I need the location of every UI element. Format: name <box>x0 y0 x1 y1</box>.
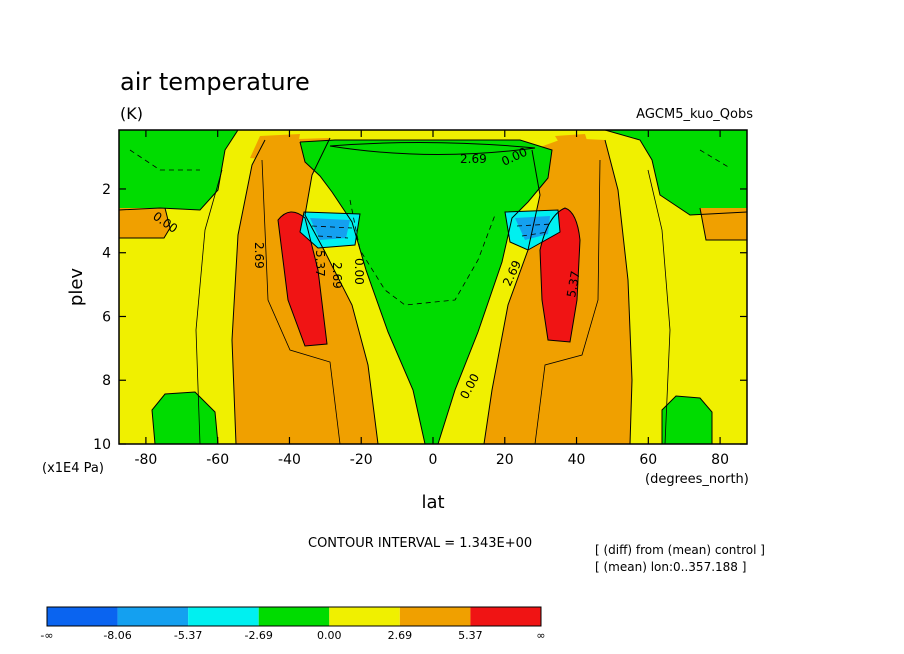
colorbar-swatch <box>47 607 118 626</box>
contour-label: 5.37 <box>564 270 582 299</box>
contour-line <box>699 207 747 241</box>
contour-line <box>483 149 541 444</box>
contour-field: 2.69 0.00 0.00 2.69 5.37 2.69 0.00 0.00 … <box>119 130 747 444</box>
contour-line <box>661 395 713 444</box>
band-edge-left <box>119 208 170 238</box>
x-tick-label: -40 <box>278 452 301 468</box>
contour-line <box>604 139 633 444</box>
y-axis: 2 4 6 8 10 <box>93 182 747 453</box>
x-tick-label: -20 <box>350 452 373 468</box>
x-tick-label: -80 <box>134 452 157 468</box>
contour-label: 2.69 <box>460 152 487 166</box>
colorbar-label: -2.69 <box>244 629 272 642</box>
band-orange-top-right <box>555 134 590 160</box>
y-tick-label: 2 <box>102 182 111 198</box>
contour-line <box>534 159 601 444</box>
contour-line <box>604 130 747 216</box>
y-tick-label: 8 <box>102 373 111 389</box>
band-red-right <box>540 208 580 342</box>
band-green-bottom-right <box>662 396 712 444</box>
contour-line <box>299 141 426 444</box>
colorbar-swatch <box>399 607 471 626</box>
x-tick-label: 20 <box>496 452 514 468</box>
colorbar-label: 5.37 <box>458 629 483 642</box>
contour-label: 2.69 <box>330 262 344 289</box>
colorbar-swatch <box>470 607 541 626</box>
contour-line <box>119 207 171 239</box>
negative-contour-line <box>699 149 731 169</box>
mean-note: [ (mean) lon:0..357.188 ] <box>595 560 746 574</box>
negative-contour-line <box>129 149 200 171</box>
contour-label: 5.37 <box>313 250 327 277</box>
band-orange-top-left <box>250 134 300 160</box>
dataset-label: AGCM5_kuo_Qobs <box>636 107 753 122</box>
contour-line <box>119 130 239 211</box>
x-tick-label: -60 <box>206 452 229 468</box>
band-red-left <box>278 211 327 346</box>
contour-line <box>299 139 553 444</box>
colorbar-swatch <box>117 607 189 626</box>
band-blue-left <box>310 218 350 240</box>
contour-line <box>195 169 223 444</box>
y-unit-label: (x1E4 Pa) <box>42 461 104 476</box>
colorbar-swatch <box>329 607 400 626</box>
contour-label: 0.00 <box>352 258 366 285</box>
band-green-bottom-left <box>152 392 218 444</box>
contour-line <box>231 139 266 444</box>
colorbar-frame <box>46 606 542 627</box>
contour-label: 2.69 <box>252 242 266 269</box>
y-axis-label: plev <box>66 268 87 307</box>
colorbar: -∞ -8.06 -5.37 -2.69 0.00 2.69 5.37 ∞ <box>40 606 546 642</box>
contour-line <box>277 211 328 347</box>
negative-contour-line <box>311 225 353 229</box>
contour-interval-text: CONTOUR INTERVAL = 1.343E+00 <box>308 536 532 551</box>
y-tick-label: 6 <box>102 309 111 325</box>
contour-line <box>304 137 379 444</box>
colorbar-label: -5.37 <box>174 629 202 642</box>
diff-note: [ (diff) from (mean) control ] <box>595 543 765 557</box>
colorbar-label: -8.06 <box>103 629 131 642</box>
x-unit-label: (degrees_north) <box>645 472 749 487</box>
y-tick-label: 4 <box>102 246 111 262</box>
contour-line <box>299 211 361 249</box>
colorbar-swatch <box>188 607 259 626</box>
contour-line <box>539 207 581 343</box>
colorbar-label: -∞ <box>40 629 53 642</box>
x-axis-label: lat <box>421 492 444 513</box>
contour-line <box>329 141 536 156</box>
colorbar-label: 0.00 <box>317 629 342 642</box>
contour-line <box>647 169 671 444</box>
contour-line <box>504 209 561 251</box>
contour-line <box>261 159 341 444</box>
negative-contour-line <box>516 223 553 227</box>
y-tick-label: 10 <box>93 437 111 453</box>
units-label: (K) <box>120 104 143 123</box>
x-axis: -80 -60 -40 -20 0 20 40 60 80 <box>134 130 729 468</box>
chart-title: air temperature <box>120 68 310 96</box>
negative-contour-line <box>349 199 496 306</box>
contour-lines <box>119 130 747 444</box>
negative-contours <box>129 149 731 306</box>
band-green-center <box>300 140 552 444</box>
contour-line <box>151 391 219 444</box>
band-green-top-right <box>605 130 747 215</box>
x-tick-label: 40 <box>568 452 586 468</box>
colorbar-label: 2.69 <box>388 629 413 642</box>
negative-contour-line <box>521 231 549 237</box>
colorbar-label: ∞ <box>536 629 545 642</box>
colorbar-swatch <box>258 607 330 626</box>
x-tick-label: 60 <box>639 452 657 468</box>
x-tick-label: 0 <box>429 452 438 468</box>
x-tick-label: 80 <box>711 452 729 468</box>
band-edge-right <box>700 208 747 240</box>
